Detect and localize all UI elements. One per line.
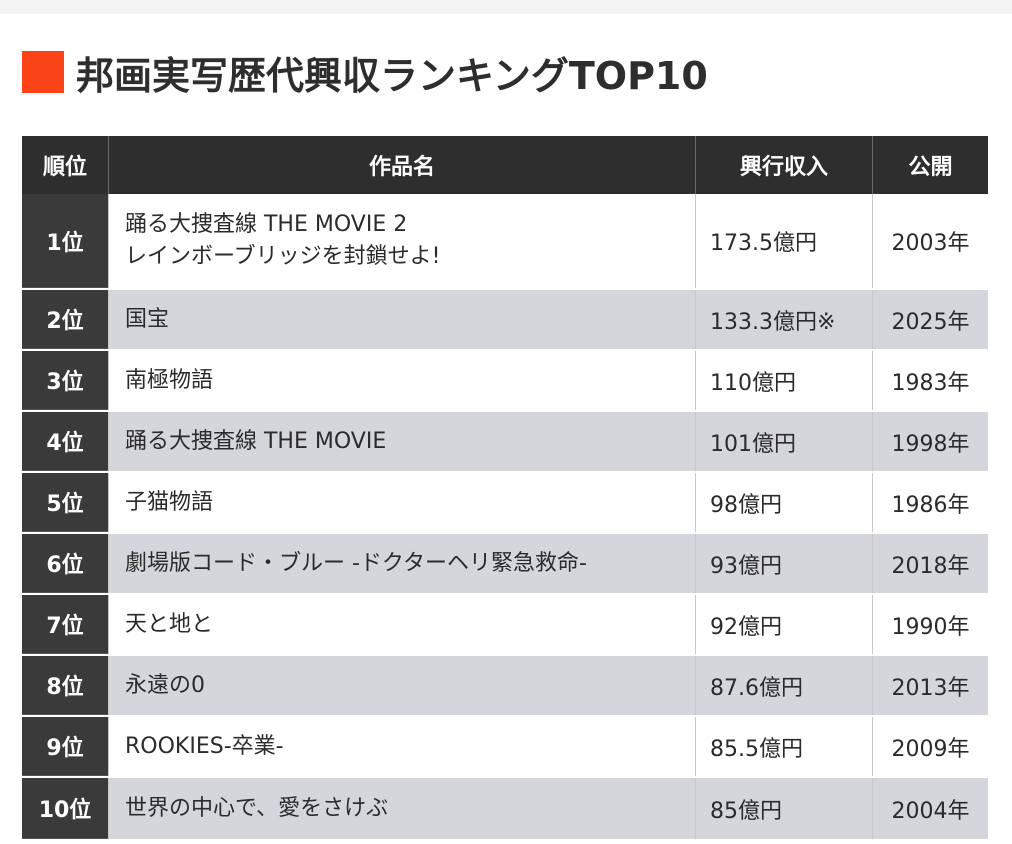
title-marker-square — [22, 51, 64, 93]
gross-cell: 173.5億円 — [695, 194, 872, 288]
rank-cell: 1位 — [22, 194, 108, 288]
rank-cell: 3位 — [22, 351, 108, 410]
gross-cell: 85.5億円 — [695, 717, 872, 776]
rank-cell: 4位 — [22, 412, 108, 471]
rank-cell: 5位 — [22, 473, 108, 532]
table-row: 3位 南極物語 110億円 1983年 — [22, 351, 988, 412]
rank-cell: 8位 — [22, 656, 108, 715]
year-cell: 2025年 — [872, 290, 988, 349]
top-strip — [0, 0, 1012, 14]
title-line: 踊る大捜査線 THE MOVIE — [125, 428, 387, 454]
year-cell: 1990年 — [872, 595, 988, 654]
table-row: 5位 子猫物語 98億円 1986年 — [22, 473, 988, 534]
title-row: 邦画実写歴代興収ランキングTOP10 — [22, 46, 708, 98]
gross-cell: 93億円 — [695, 534, 872, 593]
title-line: 世界の中心で、愛をさけぶ — [125, 795, 389, 821]
table-row: 8位 永遠の0 87.6億円 2013年 — [22, 656, 988, 717]
gross-cell: 133.3億円※ — [695, 290, 872, 349]
year-cell: 1983年 — [872, 351, 988, 410]
rank-cell: 10位 — [22, 778, 108, 839]
title-cell: 国宝 — [108, 290, 695, 349]
year-cell: 2009年 — [872, 717, 988, 776]
title-cell: 劇場版コード・ブルー -ドクターヘリ緊急救命- — [108, 534, 695, 593]
header-rank: 順位 — [42, 155, 87, 180]
gross-cell: 85億円 — [695, 778, 872, 839]
title-cell: 踊る大捜査線 THE MOVIE — [108, 412, 695, 471]
table-row: 4位 踊る大捜査線 THE MOVIE 101億円 1998年 — [22, 412, 988, 473]
rank-cell: 6位 — [22, 534, 108, 593]
gross-cell: 98億円 — [695, 473, 872, 532]
title-line: 国宝 — [125, 306, 170, 332]
ranking-table: 順位 作品名 興行収入 公開 1位 踊る大捜査線 THE MOVIE 2 レインボー… — [22, 136, 988, 839]
title-cell: 踊る大捜査線 THE MOVIE 2 レインボーブリッジを封鎖せよ! — [108, 194, 695, 288]
table-row: 1位 踊る大捜査線 THE MOVIE 2 レインボーブリッジを封鎖せよ! 173.5… — [22, 194, 988, 290]
table-body: 1位 踊る大捜査線 THE MOVIE 2 レインボーブリッジを封鎖せよ! 173.5… — [22, 194, 988, 839]
rank-cell: 2位 — [22, 290, 108, 349]
table-header: 順位 作品名 興行収入 公開 — [22, 136, 988, 194]
header-gross: 興行収入 — [695, 136, 872, 194]
gross-cell: 92億円 — [695, 595, 872, 654]
header-title: 作品名 — [108, 136, 695, 194]
table-row: 7位 天と地と 92億円 1990年 — [22, 595, 988, 656]
title-line: 南極物語 — [125, 367, 214, 393]
title-line: 永遠の0 — [125, 672, 205, 698]
gross-cell: 87.6億円 — [695, 656, 872, 715]
title-line: 子猫物語 — [125, 489, 214, 515]
year-cell: 2004年 — [872, 778, 988, 839]
title-cell: 南極物語 — [108, 351, 695, 410]
table-row: 2位 国宝 133.3億円※ 2025年 — [22, 290, 988, 351]
year-cell: 1998年 — [872, 412, 988, 471]
table-row: 10位 世界の中心で、愛をさけぶ 85億円 2004年 — [22, 778, 988, 839]
title-line: ROOKIES-卒業- — [125, 733, 284, 759]
title-cell: 子猫物語 — [108, 473, 695, 532]
table-row: 6位 劇場版コード・ブルー -ドクターヘリ緊急救命- 93億円 2018年 — [22, 534, 988, 595]
header-year: 公開 — [872, 136, 988, 194]
title-cell: 世界の中心で、愛をさけぶ — [108, 778, 695, 839]
title-cell: 永遠の0 — [108, 656, 695, 715]
gross-cell: 101億円 — [695, 412, 872, 471]
title-cell: 天と地と — [108, 595, 695, 654]
title-line: 踊る大捜査線 THE MOVIE 2 — [125, 212, 408, 237]
rank-cell: 7位 — [22, 595, 108, 654]
year-cell: 2003年 — [872, 194, 988, 288]
year-cell: 1986年 — [872, 473, 988, 532]
page-title: 邦画実写歴代興収ランキングTOP10 — [76, 53, 708, 98]
title-cell: ROOKIES-卒業- — [108, 717, 695, 776]
gross-cell: 110億円 — [695, 351, 872, 410]
year-cell: 2013年 — [872, 656, 988, 715]
title-line: 天と地と — [125, 611, 214, 637]
table-row: 9位 ROOKIES-卒業- 85.5億円 2009年 — [22, 717, 988, 778]
year-cell: 2018年 — [872, 534, 988, 593]
rank-cell: 9位 — [22, 717, 108, 776]
title-line: 劇場版コード・ブルー -ドクターヘリ緊急救命- — [125, 550, 587, 576]
title-line: レインボーブリッジを封鎖せよ! — [125, 244, 441, 269]
